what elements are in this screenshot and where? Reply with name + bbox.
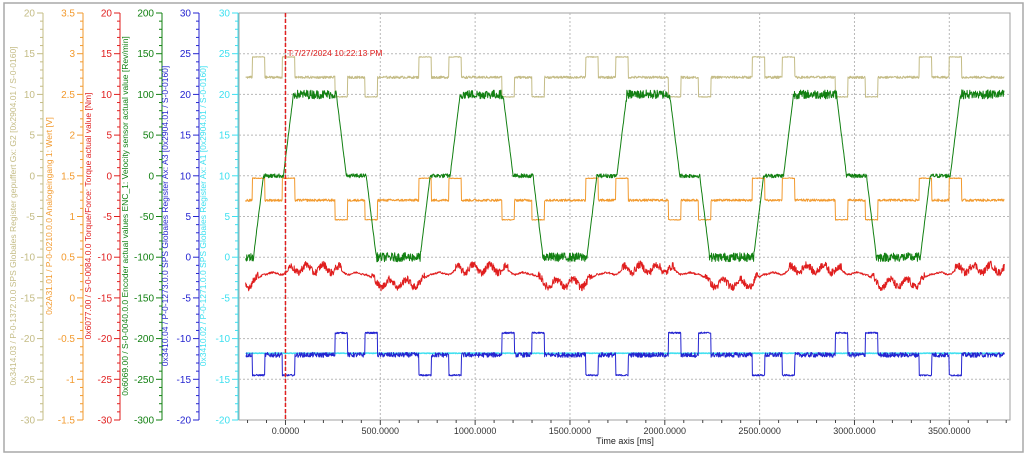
y-tick-label: -20 bbox=[98, 334, 113, 345]
y-tick-label: -5 bbox=[221, 293, 230, 304]
y-tick-label: -20 bbox=[21, 334, 36, 345]
y-tick-label: 30 bbox=[180, 9, 192, 20]
y-tick-label: 20 bbox=[24, 9, 36, 20]
y-tick-label: -200 bbox=[134, 334, 154, 345]
y-tick-label: -0.5 bbox=[58, 334, 76, 345]
y-tick-label: 50 bbox=[143, 131, 155, 142]
y-tick-label: -25 bbox=[98, 375, 113, 386]
y-tick-label: 25 bbox=[219, 49, 231, 60]
y-tick-label: 30 bbox=[219, 9, 231, 20]
series-red bbox=[245, 260, 1005, 292]
y-tick-label: -50 bbox=[140, 212, 155, 223]
y-tick-label: 2.5 bbox=[61, 90, 75, 101]
x-tick-label: 2000.0000 bbox=[644, 426, 687, 436]
y-tick-label: 0 bbox=[224, 253, 230, 264]
y-tick-label: 10 bbox=[24, 90, 36, 101]
y-tick-label: 15 bbox=[219, 131, 231, 142]
y-tick-label: 200 bbox=[137, 9, 154, 20]
x-tick-label: 0.0000 bbox=[272, 426, 300, 436]
y-axis-cyan: 30 25 20 15 10 5 0 -5 -10 -15 -20 0x3410.02 / P-0-1… bbox=[198, 9, 239, 427]
y-tick-label: -5 bbox=[103, 212, 112, 223]
y-axis-orange: 3.5 3 2.5 2 1.5 1 0.5 0 -0.5 -1 -1.5 0x2A31.01 / P-… bbox=[44, 9, 84, 427]
y-tick-label: -150 bbox=[134, 293, 154, 304]
y-tick-label: -30 bbox=[98, 416, 113, 427]
y-tick-label: 5 bbox=[224, 212, 230, 223]
y-tick-label: 10 bbox=[219, 171, 231, 182]
y-tick-label: 5 bbox=[106, 131, 112, 142]
series-green bbox=[245, 89, 1005, 263]
cursor-timestamp-label: T:7/27/2024 10:22:13 PM bbox=[287, 48, 382, 58]
x-axis-label: Time axis [ms] bbox=[596, 436, 654, 446]
y-axis-red: 20 15 10 5 0 -5 -10 -15 -20 -25 -30 0x6077.00 / S-0… bbox=[83, 9, 121, 427]
x-axis: 0.0000 500.0000 1000.0000 1500.0000 2000.000… bbox=[247, 420, 1007, 446]
y-tick-label: -15 bbox=[177, 375, 192, 386]
y-tick-label: -5 bbox=[182, 293, 191, 304]
series-tan bbox=[245, 56, 1005, 98]
y-tick-label: -20 bbox=[177, 416, 192, 427]
y-tick-label: 25 bbox=[180, 49, 192, 60]
y-tick-label: -20 bbox=[216, 416, 231, 427]
y-tick-label: 3 bbox=[69, 49, 75, 60]
y-tick-label: -10 bbox=[98, 253, 113, 264]
y-tick-label: 0 bbox=[148, 171, 154, 182]
y-tick-label: -100 bbox=[134, 253, 154, 264]
x-tick-label: 3500.0000 bbox=[928, 426, 971, 436]
y-tick-label: -250 bbox=[134, 375, 154, 386]
y-tick-label: -10 bbox=[216, 334, 231, 345]
x-tick-label: 500.0000 bbox=[362, 426, 400, 436]
y-tick-label: 0 bbox=[185, 253, 191, 264]
x-tick-label: 3000.0000 bbox=[833, 426, 876, 436]
y-tick-label: -30 bbox=[21, 416, 36, 427]
y-tick-label: 15 bbox=[24, 49, 36, 60]
y-tick-label: -15 bbox=[98, 293, 113, 304]
x-tick-label: 1500.0000 bbox=[549, 426, 592, 436]
y-tick-label: 20 bbox=[219, 90, 231, 101]
y-tick-label: 1.5 bbox=[61, 171, 75, 182]
y-tick-label: 10 bbox=[180, 171, 192, 182]
y-tick-label: 0 bbox=[69, 293, 75, 304]
y-tick-label: 5 bbox=[185, 212, 191, 223]
y-tick-label: 1 bbox=[69, 212, 75, 223]
y-tick-label: -5 bbox=[26, 212, 35, 223]
y-axis-label: 0x3414.03 / P-0-1372.0.0 SPS Globales Re… bbox=[8, 46, 18, 385]
y-tick-label: -10 bbox=[21, 253, 36, 264]
y-tick-label: -300 bbox=[134, 416, 154, 427]
x-tick-label: 2500.0000 bbox=[738, 426, 781, 436]
y-tick-label: 0.5 bbox=[61, 253, 75, 264]
y-tick-label: 0 bbox=[106, 171, 112, 182]
y-tick-label: -1.5 bbox=[58, 416, 76, 427]
y-tick-label: 10 bbox=[101, 90, 113, 101]
y-tick-label: -25 bbox=[21, 375, 36, 386]
series-group bbox=[245, 56, 1005, 377]
y-tick-label: 2 bbox=[69, 131, 75, 142]
y-tick-label: 150 bbox=[137, 49, 154, 60]
y-axis-tan: 20 15 10 5 0 -5 -10 -15 -20 -25 -30 0x3414.03 / P-0… bbox=[8, 9, 44, 427]
y-tick-label: -15 bbox=[216, 375, 231, 386]
y-tick-label: 20 bbox=[101, 9, 113, 20]
y-axis-label: 0x3410.04 / P-0-1273.0.0 SPS Globales Re… bbox=[160, 66, 170, 367]
y-axis-green: 200 150 100 50 0 -50 -100 -150 -200 -250 -300 0x606… bbox=[120, 9, 163, 427]
y-axis-label: 0x2A31.01 / P-0-0210.0.0 Analogeingang 1… bbox=[44, 117, 54, 315]
y-axis-label: 0x6077.00 / S-0-0084.0.0 Torque/Force: T… bbox=[83, 93, 93, 340]
y-tick-label: 100 bbox=[137, 90, 154, 101]
series-blue bbox=[245, 331, 1005, 377]
y-tick-label: 5 bbox=[29, 131, 35, 142]
y-axis-blue: 30 25 20 15 10 5 0 -5 -10 -15 -20 0x3410.04 / P-0-1… bbox=[160, 9, 200, 427]
y-tick-label: 15 bbox=[180, 131, 192, 142]
y-tick-label: 0 bbox=[29, 171, 35, 182]
y-axis-label: 0x6069.00 / S-0-0040.0.0 Encoder actual … bbox=[120, 36, 130, 396]
y-axis-label: 0x3410.02 / P-0-1271.0.0 SPS Globales Re… bbox=[198, 66, 208, 367]
y-tick-label: -1 bbox=[66, 375, 75, 386]
y-tick-label: 3.5 bbox=[61, 9, 75, 20]
x-tick-label: 1000.0000 bbox=[454, 426, 497, 436]
y-tick-label: 20 bbox=[180, 90, 192, 101]
y-tick-label: -15 bbox=[21, 293, 36, 304]
y-tick-label: 15 bbox=[101, 49, 113, 60]
y-tick-label: -10 bbox=[177, 334, 192, 345]
